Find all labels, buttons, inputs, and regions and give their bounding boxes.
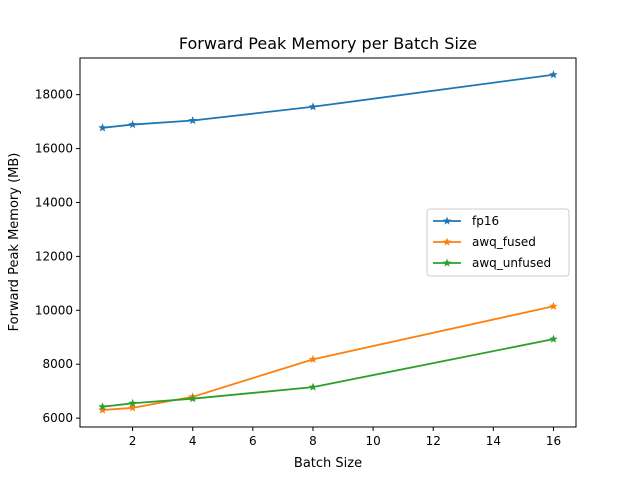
data-point: [308, 382, 318, 391]
axes-frame: [79, 57, 577, 428]
data-point: [128, 120, 137, 129]
x-tick-label: 6: [249, 434, 257, 448]
x-tick-label: 2: [129, 434, 137, 448]
x-tick-label: 4: [189, 434, 197, 448]
legend-label: awq_fused: [472, 235, 536, 249]
data-point: [308, 102, 318, 111]
series-fp16: [98, 70, 558, 132]
legend-box: [426, 208, 570, 277]
data-point: [549, 301, 558, 310]
y-tick-label: 10000: [35, 303, 73, 317]
data-point: [128, 403, 137, 412]
legend-label: fp16: [472, 214, 499, 228]
legend-marker: [442, 237, 452, 246]
legend-label: awq_unfused: [472, 256, 551, 270]
data-point: [188, 394, 197, 403]
data-point: [549, 334, 558, 343]
data-point: [98, 123, 107, 132]
y-tick-label: 16000: [35, 142, 73, 156]
data-point: [308, 354, 318, 363]
series-awq_unfused: [98, 334, 558, 411]
legend: fp16 awq_fused awq_unfused: [426, 208, 570, 277]
data-point: [549, 70, 558, 79]
legend-marker: [442, 258, 452, 267]
x-tick-label: 10: [365, 434, 380, 448]
chart-title: Forward Peak Memory per Batch Size: [179, 34, 477, 53]
y-tick-label: 12000: [35, 249, 73, 263]
legend-marker: [442, 216, 452, 225]
x-axis-label: Batch Size: [294, 456, 362, 471]
y-tick-label: 8000: [42, 357, 73, 371]
x-tick-label: 14: [486, 434, 501, 448]
y-tick-label: 14000: [35, 195, 73, 209]
y-tick-label: 18000: [35, 88, 73, 102]
data-point: [188, 116, 197, 125]
y-axis-label: Forward Peak Memory (MB): [7, 153, 22, 332]
x-tick-label: 16: [546, 434, 561, 448]
data-point: [98, 405, 107, 414]
y-tick-label: 6000: [42, 411, 73, 425]
x-tick-label: 12: [426, 434, 441, 448]
data-point: [98, 402, 107, 411]
data-point: [128, 398, 137, 407]
x-tick-label: 8: [309, 434, 317, 448]
